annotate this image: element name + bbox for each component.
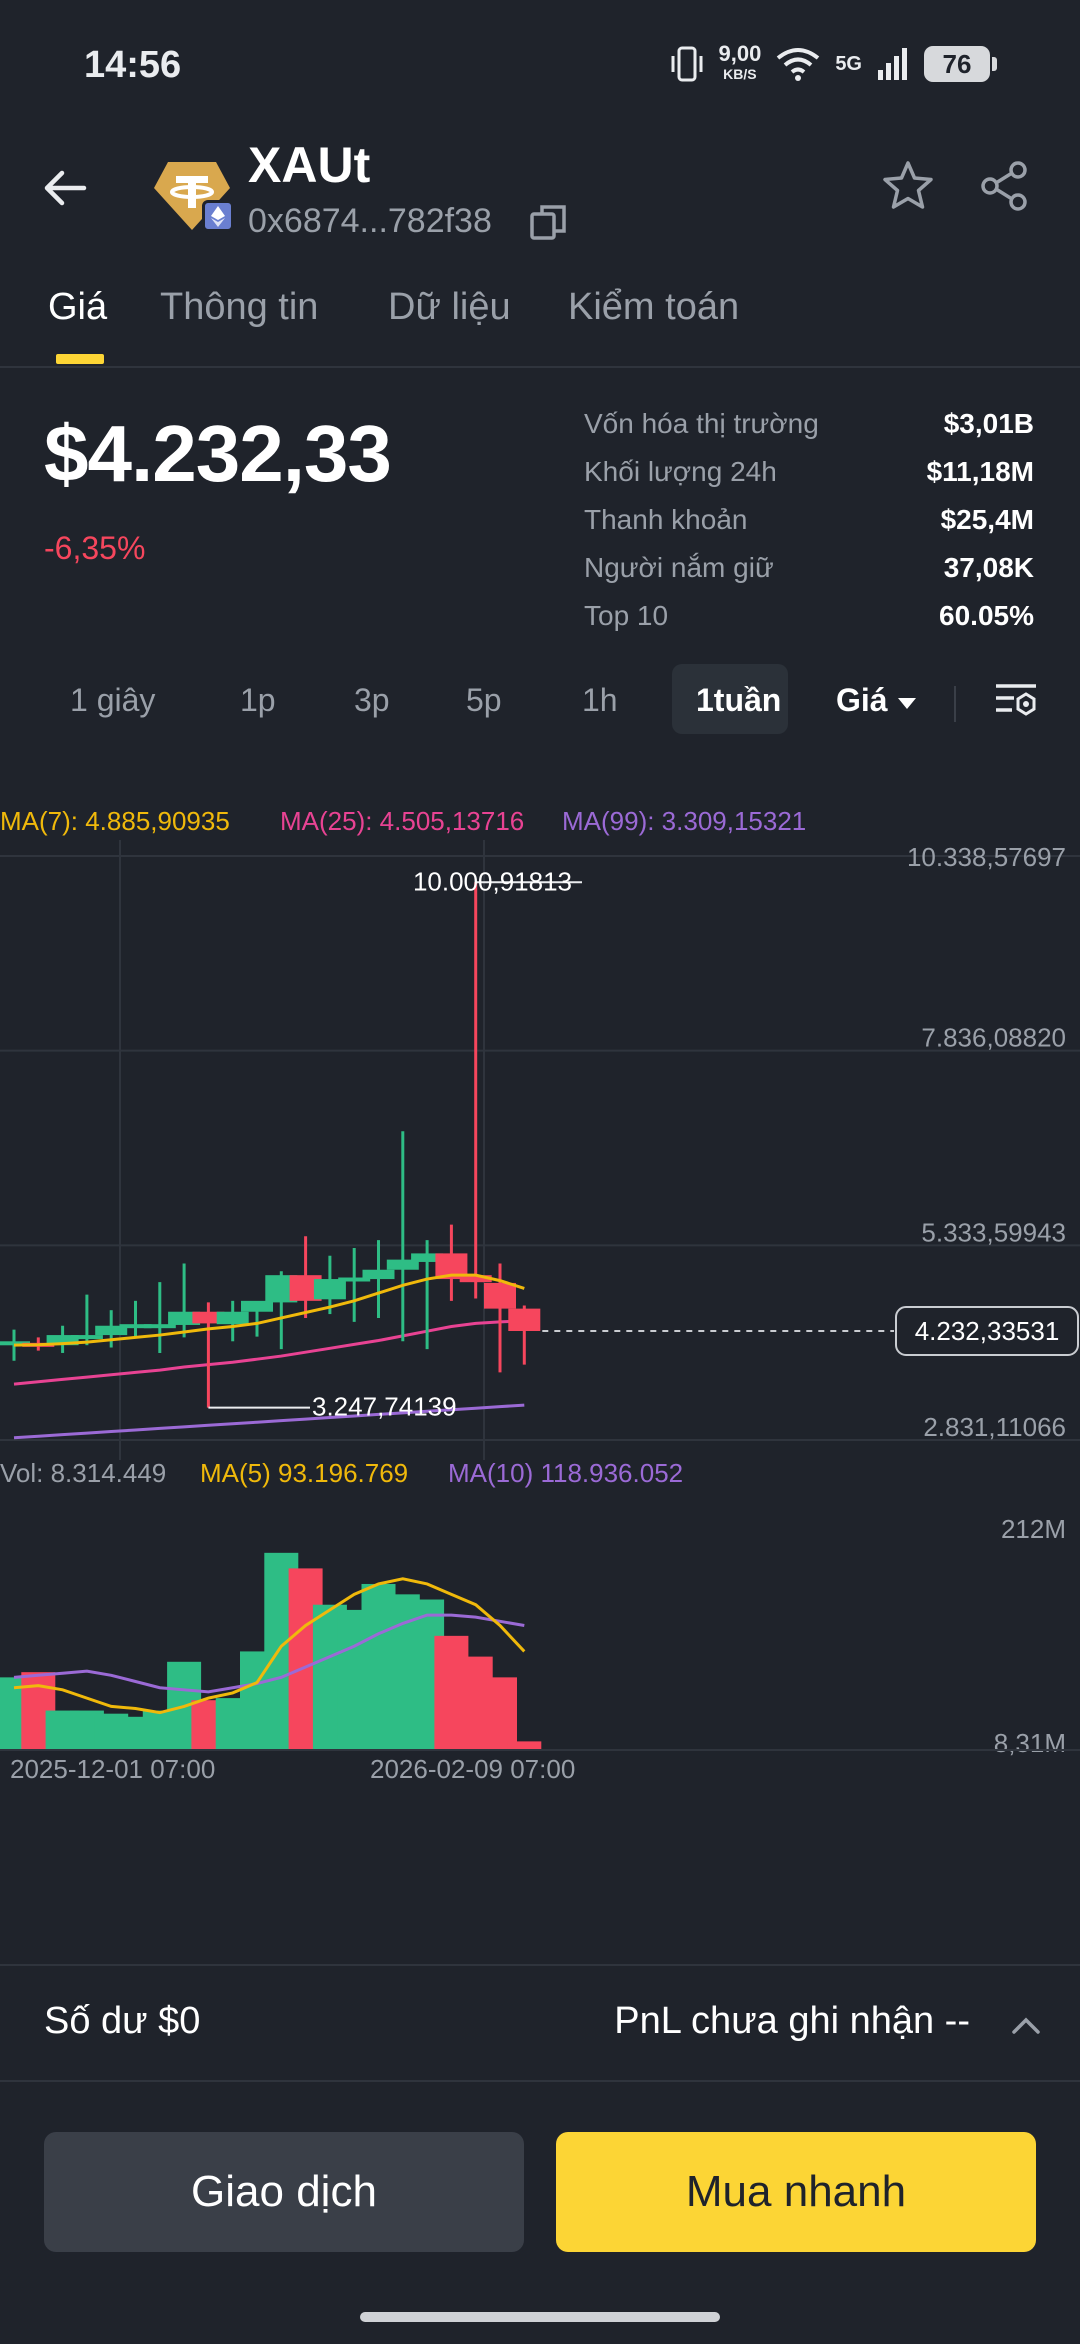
y-tick-label: 2.831,11066 [923, 1412, 1066, 1442]
volume-ma10-line [13, 1613, 525, 1694]
volume-ma5-line [13, 1577, 526, 1715]
status-bar: 14:56 9,00 KB/S 5G 76 [0, 0, 1080, 130]
stat-holders: Người nắm giữ 37,08K [584, 552, 1034, 583]
y-tick-label: 7.836,08820 [921, 1023, 1066, 1053]
unrealized-pnl: PnL chưa ghi nhận -- [614, 2000, 970, 2042]
y-tick-label: 5.333,59943 [921, 1217, 1066, 1247]
quick-buy-button[interactable]: Mua nhanh [556, 2132, 1036, 2252]
candlestick-chart-svg[interactable]: MA(7): 4.885,90935 MA(25): 4.505,13716 MA(… [0, 800, 1080, 1960]
market-stats: Vốn hóa thị trường $3,01B Khối lượng 24h $… [584, 408, 1034, 648]
candle-body [95, 1325, 128, 1336]
price-mode-dropdown[interactable]: Giá [836, 682, 918, 719]
chart-settings-icon[interactable] [992, 676, 1040, 724]
low-annotation: 3.247,74139 [312, 1392, 457, 1422]
tab-data[interactable]: Dữ liệu [388, 286, 511, 328]
candle-body [168, 1311, 201, 1325]
interval-1m[interactable]: 1p [240, 682, 276, 718]
candle-body [0, 1341, 30, 1346]
contract-address: 0x6874...782f38 [248, 202, 492, 240]
ma25-legend: MA(25): 4.505,13716 [280, 806, 524, 836]
ethereum-chain-icon [202, 200, 234, 232]
candle-body [484, 1282, 516, 1309]
vibrate-icon [671, 46, 703, 82]
detail-tabs: Giá Thông tin Dữ liệu Kiểm toán [0, 270, 1080, 368]
active-tab-indicator [56, 354, 104, 364]
volume-y-tick: 212M [1001, 1514, 1066, 1544]
chevron-up-icon[interactable] [1006, 2006, 1046, 2046]
interval-5m[interactable]: 5p [466, 682, 502, 718]
signal-icon [878, 48, 907, 80]
candle-body [143, 1324, 176, 1329]
candle-body [46, 1335, 79, 1346]
network-speed: 9,00 KB/S [718, 41, 762, 83]
x-axis-label: 2025-12-01 07:00 [10, 1754, 215, 1784]
home-indicator [360, 2312, 720, 2322]
back-arrow-icon[interactable] [38, 160, 94, 216]
volume-y-tick: 8,31M [994, 1728, 1066, 1758]
active-interval-bg [672, 664, 788, 734]
stat-liquidity: Thanh khoản $25,4M [584, 504, 1034, 535]
interval-1s[interactable]: 1 giây [70, 682, 156, 718]
volume-bar [483, 1677, 517, 1750]
ma99-legend: MA(99): 3.309,15321 [562, 806, 806, 836]
interval-1h[interactable]: 1h [582, 682, 618, 718]
candle-body [241, 1300, 273, 1312]
stat-market-cap: Vốn hóa thị trường $3,01B [584, 408, 1034, 439]
x-axis-label: 2026-02-09 07:00 [370, 1754, 575, 1784]
candle-body [119, 1324, 152, 1329]
candle-body [70, 1335, 103, 1340]
ma25-line [13, 1319, 525, 1386]
tab-audit[interactable]: Kiểm toán [568, 286, 740, 328]
status-time: 14:56 [84, 44, 182, 86]
interval-selector: 1 giây 1p 3p 5p 1h 1tuần Giá [0, 660, 1080, 760]
share-icon[interactable] [976, 158, 1032, 214]
tab-info[interactable]: Thông tin [160, 286, 319, 328]
battery-indicator: 76 [924, 46, 997, 82]
volume-ma10-legend: MA(10) 118.936.052 [448, 1458, 683, 1488]
ma7-legend: MA(7): 4.885,90935 [0, 806, 230, 836]
volume-ma5-legend: MA(5) 93.196.769 [200, 1458, 408, 1488]
trade-button[interactable]: Giao dịch [44, 2132, 524, 2252]
dropdown-caret-icon [898, 697, 917, 709]
tab-price[interactable]: Giá [48, 286, 108, 328]
network-type: 5G [835, 52, 862, 75]
interval-1w[interactable]: 1tuần [696, 682, 782, 718]
volume-bar [507, 1741, 542, 1750]
volume-legend: Vol: 8.314.449 [0, 1458, 166, 1488]
token-header: XAUt 0x6874...782f38 [0, 130, 1080, 270]
y-tick-label: 10.338,57697 [907, 842, 1066, 872]
candle-body [338, 1277, 371, 1282]
current-price-tag [895, 1306, 1079, 1357]
current-price: $4.232,33 [44, 409, 392, 498]
candle-body [362, 1269, 395, 1280]
candle-body [459, 1275, 492, 1283]
price-change: -6,35% [44, 530, 146, 566]
stat-top10: Top 10 60.05% [584, 600, 1034, 631]
candle-body [216, 1311, 249, 1325]
balance-bar[interactable]: Số dư $0 PnL chưa ghi nhận -- [0, 1964, 1080, 2082]
current-price-label: 4.232,33531 [915, 1316, 1060, 1346]
tether-gold-logo-icon [154, 162, 230, 230]
candle-body [313, 1279, 346, 1300]
candle-body [508, 1308, 541, 1332]
candle-body [192, 1311, 225, 1324]
interval-3m[interactable]: 3p [354, 682, 390, 718]
copy-icon[interactable] [528, 202, 570, 244]
divider [954, 686, 956, 722]
ma99-line [13, 1403, 525, 1440]
status-icons: 9,00 KB/S 5G 76 [670, 41, 997, 84]
candle-body [411, 1253, 444, 1262]
stat-volume-24h: Khối lượng 24h $11,18M [584, 456, 1034, 487]
token-symbol: XAUt [248, 137, 371, 193]
candle-body [386, 1259, 419, 1270]
balance-text: Số dư $0 [44, 2000, 201, 2042]
price-chart[interactable]: MA(7): 4.885,90935 MA(25): 4.505,13716 MA(… [0, 800, 1080, 1960]
high-annotation: 10.000,91813 [413, 866, 572, 896]
ma7-line [13, 1273, 525, 1347]
wifi-icon [777, 48, 820, 81]
favorite-star-icon[interactable] [880, 158, 936, 214]
